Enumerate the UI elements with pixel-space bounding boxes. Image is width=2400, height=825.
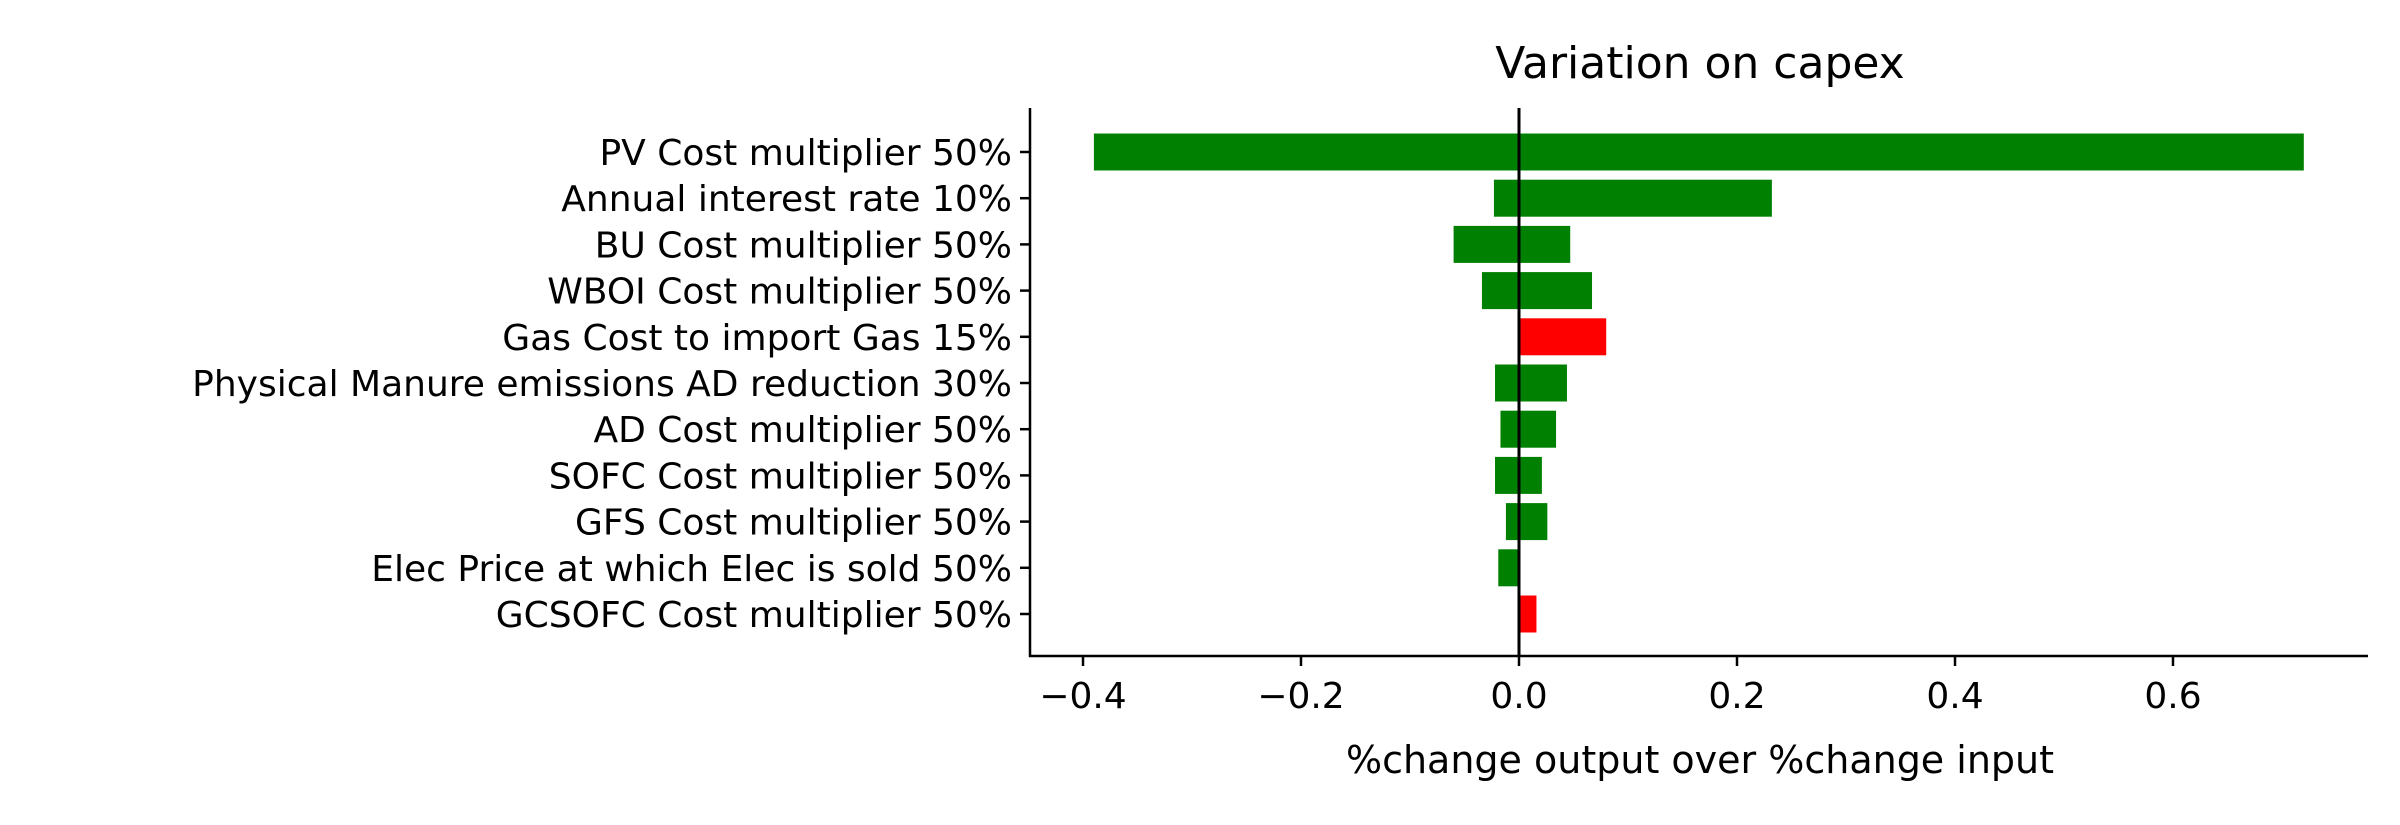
bar — [1519, 318, 1607, 356]
x-tick-label: 0.4 — [1926, 676, 1983, 717]
bar — [1500, 410, 1557, 448]
y-tick-label: GCSOFC Cost multiplier 50% — [496, 595, 1012, 636]
x-axis-label: %change output over %change input — [1346, 738, 2054, 782]
x-tick-label: 0.6 — [2144, 676, 2201, 717]
bar — [1495, 364, 1567, 402]
x-tick-label: 0.2 — [1708, 676, 1765, 717]
bar — [1498, 549, 1519, 587]
bar — [1481, 272, 1593, 310]
x-tick-label: 0.0 — [1490, 676, 1547, 717]
y-tick-layer: PV Cost multiplier 50% Annual interest ra… — [192, 133, 1030, 636]
y-tick-label: GFS Cost multiplier 50% — [575, 503, 1012, 544]
bar — [1093, 133, 2304, 171]
x-tick-label: −0.2 — [1257, 676, 1344, 717]
y-tick-label: SOFC Cost multiplier 50% — [549, 456, 1012, 497]
y-tick-label: WBOI Cost multiplier 50% — [547, 272, 1012, 313]
chart-title: Variation on capex — [1495, 38, 1904, 89]
y-tick-label: Elec Price at which Elec is sold 50% — [371, 549, 1012, 590]
y-tick-label: Annual interest rate 10% — [561, 179, 1012, 220]
bar — [1505, 503, 1548, 541]
bar — [1453, 225, 1571, 263]
y-tick-label: Physical Manure emissions AD reduction 3… — [192, 364, 1012, 405]
bars-layer — [1093, 133, 2304, 633]
bar — [1493, 179, 1772, 217]
y-tick-label: PV Cost multiplier 50% — [599, 133, 1012, 174]
bar — [1519, 595, 1537, 633]
y-tick-label: Gas Cost to import Gas 15% — [502, 318, 1012, 359]
x-tick-label: −0.4 — [1039, 676, 1126, 717]
y-tick-label: AD Cost multiplier 50% — [593, 410, 1012, 451]
y-tick-label: BU Cost multiplier 50% — [595, 225, 1012, 266]
x-tick-layer: −0.4 −0.2 0.0 0.2 0.4 0.6 — [1039, 656, 2202, 717]
